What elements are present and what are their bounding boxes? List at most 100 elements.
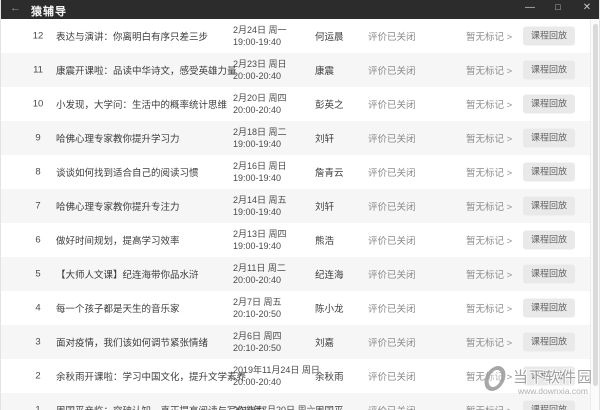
- row-eval-status: 评价已关闭: [368, 236, 416, 247]
- row-date: 2月6日 周四: [233, 331, 282, 341]
- row-title: 面对疫情，我们该如何调节紧张情绪: [56, 338, 209, 349]
- row-number: 4: [35, 302, 41, 314]
- row-title: 【大师人文课】纪连海带你品水浒: [56, 270, 199, 281]
- course-row[interactable]: 4 每一个孩子都是天生的音乐家 2月7日 周五 20:10-20:50 陈小龙 …: [1, 291, 599, 325]
- row-time: 19:00-19:40: [233, 37, 282, 47]
- row-replay-button[interactable]: 课程回放: [523, 128, 575, 148]
- maximize-button[interactable]: □: [555, 2, 561, 12]
- course-row[interactable]: 3 面对疫情，我们该如何调节紧张情绪 2月6日 周四 20:10-20:50 刘…: [1, 325, 599, 359]
- row-schedule: 2月13日 周四 19:00-19:40: [233, 228, 287, 252]
- row-replay-button[interactable]: 课程回放: [523, 230, 575, 250]
- course-row[interactable]: 7 哈佛心理专家教你提升专注力 2月14日 周五 19:00-19:40 刘轩 …: [1, 189, 599, 223]
- row-eval-status: 评价已关闭: [368, 304, 416, 315]
- row-teacher: 刘轩: [315, 134, 335, 145]
- row-mark-link[interactable]: 暂无标记 >: [466, 202, 513, 213]
- window-title: 猿辅导: [31, 6, 67, 18]
- row-eval-status: 评价已关闭: [368, 202, 416, 213]
- course-row[interactable]: 5 【大师人文课】纪连海带你品水浒 2月11日 周二 20:00-20:40 纪…: [1, 257, 599, 291]
- course-row[interactable]: 2 余秋雨开课啦：学习中国文化，提升文学素养 2019年11月24日 周日 20…: [1, 359, 599, 393]
- watermark-site-name: 当下软件园: [513, 369, 594, 386]
- row-replay-button[interactable]: 课程回放: [523, 366, 575, 386]
- row-time: 19:00-19:40: [233, 241, 282, 251]
- row-title: 周国平亲临：突破认知，真正提高阅读与写作能力: [56, 403, 265, 410]
- close-button[interactable]: ✕: [582, 2, 592, 13]
- row-schedule: 2月18日 周二 19:00-19:40: [233, 126, 287, 150]
- row-schedule: 2月24日 周一 19:00-19:40: [233, 24, 287, 48]
- row-eval-status: 评价已关闭: [368, 270, 416, 281]
- row-number: 7: [35, 200, 41, 212]
- scrollbar-track[interactable]: [590, 19, 599, 410]
- row-date: 2019年11月24日 周日: [233, 365, 320, 375]
- row-eval-status: 评价已关闭: [368, 32, 416, 43]
- row-title: 做好时间规划，提高学习效率: [56, 236, 180, 247]
- scrollbar-thumb[interactable]: [593, 24, 598, 386]
- row-mark-link[interactable]: 暂无标记 >: [466, 134, 513, 145]
- course-row[interactable]: 12 表达与演讲：你离明白有序只差三步 2月24日 周一 19:00-19:40…: [1, 19, 599, 53]
- row-eval-status: 评价已关闭: [368, 168, 416, 179]
- row-mark-link[interactable]: 暂无标记 >: [466, 403, 512, 410]
- downxia-watermark: 当下软件园 www.downxia.com: [481, 364, 598, 400]
- row-schedule: 2月7日 周五 20:10-20:50: [233, 296, 282, 320]
- row-mark-link[interactable]: 暂无标记 >: [466, 304, 513, 315]
- row-teacher: 熊浩: [315, 236, 335, 247]
- row-replay-button[interactable]: 课程回放: [523, 196, 575, 216]
- watermark-site-url: www.downxia.com: [518, 386, 588, 396]
- row-title: 表达与演讲：你离明白有序只差三步: [56, 32, 209, 43]
- row-replay-button[interactable]: 课程回放: [523, 60, 575, 80]
- row-mark-link[interactable]: 暂无标记 >: [466, 168, 513, 179]
- row-date: 2019年7月20日 周六: [233, 405, 316, 410]
- row-schedule: 2月16日 周日 19:00-19:40: [233, 160, 287, 184]
- row-time: 20:00-20:40: [233, 71, 282, 81]
- row-eval-status: 评价已关闭: [368, 403, 416, 410]
- row-date: 2月7日 周五: [233, 297, 282, 307]
- titlebar: ← 猿辅导 — □ ✕: [1, 0, 599, 19]
- row-number: 3: [35, 336, 41, 348]
- course-row[interactable]: 11 康震开课啦：品读中华诗文，感受英雄力量 2月23日 周日 20:00-20…: [1, 53, 599, 87]
- row-replay-button[interactable]: 课程回放: [523, 264, 575, 284]
- minimize-button[interactable]: —: [525, 2, 535, 13]
- row-teacher: 陈小龙: [315, 304, 344, 315]
- row-replay-button[interactable]: 课程回放: [523, 94, 575, 114]
- row-time: 19:00-19:40: [233, 173, 282, 183]
- row-mark-link[interactable]: 暂无标记 >: [466, 372, 513, 383]
- row-date: 2月13日 周四: [233, 229, 287, 239]
- row-mark-link[interactable]: 暂无标记 >: [466, 32, 513, 43]
- row-mark-link[interactable]: 暂无标记 >: [466, 270, 513, 281]
- course-row[interactable]: 6 做好时间规划，提高学习效率 2月13日 周四 19:00-19:40 熊浩 …: [1, 223, 599, 257]
- row-mark-link[interactable]: 暂无标记 >: [466, 236, 513, 247]
- row-teacher: 纪连海: [315, 270, 344, 281]
- course-row[interactable]: 8 谈谈如何找到适合自己的阅读习惯 2月16日 周日 19:00-19:40 詹…: [1, 155, 599, 189]
- row-time: 20:10-20:50: [233, 343, 282, 353]
- row-replay-button[interactable]: 课程回放: [523, 162, 575, 182]
- row-title: 康震开课啦：品读中华诗文，感受英雄力量: [56, 66, 237, 77]
- row-teacher: 詹青云: [315, 168, 344, 179]
- row-schedule: 2月14日 周五 19:00-19:40: [233, 194, 287, 218]
- row-teacher: 康震: [315, 66, 335, 77]
- row-mark-link[interactable]: 暂无标记 >: [466, 338, 513, 349]
- course-row[interactable]: 10 小发现，大学问：生活中的概率统计思维 2月20日 周四 20:00-20:…: [1, 87, 599, 121]
- row-schedule: 2月20日 周四 20:00-20:40: [233, 92, 287, 116]
- row-teacher: 余秋雨: [315, 372, 344, 383]
- row-mark-link[interactable]: 暂无标记 >: [466, 100, 513, 111]
- row-eval-status: 评价已关闭: [368, 338, 416, 349]
- row-number: 9: [35, 132, 41, 144]
- row-teacher: 周国平: [315, 403, 344, 410]
- row-time: 20:00-20:40: [233, 275, 282, 285]
- row-time: 20:10-20:50: [233, 309, 282, 319]
- row-title: 余秋雨开课啦：学习中国文化，提升文学素养: [56, 372, 247, 383]
- course-list: 12 表达与演讲：你离明白有序只差三步 2月24日 周一 19:00-19:40…: [1, 19, 599, 410]
- row-date: 2月23日 周日: [233, 59, 287, 69]
- row-mark-link[interactable]: 暂无标记 >: [466, 66, 513, 77]
- row-title: 哈佛心理专家教你提升专注力: [56, 202, 180, 213]
- course-row[interactable]: 1 周国平亲临：突破认知，真正提高阅读与写作能力 2019年7月20日 周六 周…: [1, 393, 599, 410]
- row-replay-button[interactable]: 课程回放: [523, 400, 575, 410]
- row-time: 19:00-19:40: [233, 207, 282, 217]
- row-replay-button[interactable]: 课程回放: [523, 298, 575, 318]
- row-number: 12: [32, 30, 44, 42]
- row-number: 2: [35, 370, 41, 382]
- row-replay-button[interactable]: 课程回放: [523, 26, 575, 46]
- course-row[interactable]: 9 哈佛心理专家教你提升学习力 2月18日 周二 19:00-19:40 刘轩 …: [1, 121, 599, 155]
- row-replay-button[interactable]: 课程回放: [523, 332, 575, 352]
- row-date: 2月14日 周五: [233, 195, 287, 205]
- back-icon[interactable]: ←: [10, 2, 21, 14]
